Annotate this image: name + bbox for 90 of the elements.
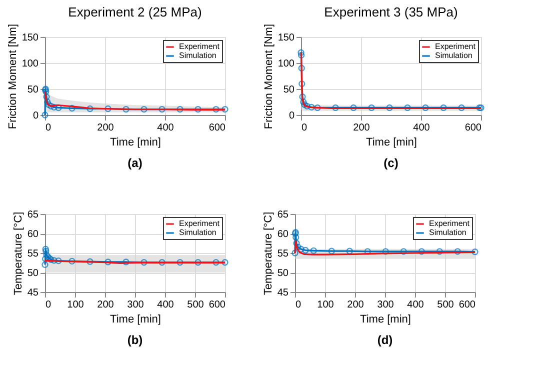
y-axis-title: Temperature [°C]	[262, 212, 274, 296]
x-axis-title: Time [min]	[360, 314, 411, 326]
x-tick-label: 300	[127, 300, 144, 310]
y-tick-label: 45	[27, 288, 39, 298]
legend-label: Experiment	[179, 219, 220, 228]
point	[86, 258, 94, 265]
x-tick-label: 0	[46, 122, 52, 134]
x-axis-title: Time [min]	[110, 314, 161, 326]
text: (b)	[127, 333, 143, 347]
point	[298, 246, 304, 252]
point	[400, 248, 407, 255]
x-tick-label: 200	[353, 122, 370, 134]
legend-label: Experiment	[435, 42, 476, 51]
legend-label: Experiment	[179, 42, 220, 51]
x-tick-label: 200	[97, 122, 114, 134]
x-tick-label: 400	[157, 122, 174, 134]
x-tick-label: 100	[67, 300, 84, 310]
x-axis-title: Time [min]	[110, 136, 161, 148]
chart-title: Experiment 2 (25 MPa)	[68, 4, 202, 20]
legend-label: Simulation	[435, 51, 472, 60]
y-tick-label: 65	[277, 210, 289, 220]
point	[42, 256, 49, 262]
legend-label: Experiment	[429, 219, 470, 228]
x-tick-label: 600	[208, 300, 226, 310]
y-tick-label: 150	[22, 32, 39, 44]
y-tick-label: 60	[277, 229, 289, 240]
x-tick-label: 400	[413, 122, 430, 134]
x-axis-title: Time [min]	[366, 136, 417, 148]
y-axis-title: Friction Moment [Nm]	[6, 24, 19, 130]
point	[364, 248, 371, 255]
point	[382, 248, 389, 255]
y-tick-label: 50	[27, 268, 39, 279]
text: (c)	[384, 156, 398, 170]
point	[346, 248, 353, 254]
point	[50, 257, 58, 264]
point	[293, 240, 300, 247]
x-tick-label: 600	[464, 122, 482, 134]
legend-label: Simulation	[429, 228, 466, 237]
x-tick-label: 300	[377, 300, 394, 310]
y-tick-label: 100	[22, 58, 39, 70]
y-tick-label: 55	[277, 248, 289, 260]
y-tick-label: 65	[27, 210, 39, 220]
point	[176, 259, 184, 266]
text: (d)	[377, 333, 393, 347]
x-tick-label: 600	[458, 300, 476, 310]
point	[310, 247, 317, 254]
point	[42, 246, 49, 252]
point	[292, 234, 300, 241]
y-tick-label: 45	[277, 288, 289, 298]
y-tick-label: 100	[278, 58, 295, 70]
x-tick-label: 500	[187, 300, 204, 310]
y-tick-label: 150	[278, 32, 295, 44]
x-tick-label: 200	[97, 300, 114, 310]
y-tick-label: 0	[32, 110, 39, 122]
point	[55, 257, 62, 264]
x-tick-label: 200	[347, 300, 364, 310]
chart-title: Experiment 3 (35 MPa)	[324, 4, 458, 20]
y-tick-label: 55	[27, 248, 39, 260]
legend-label: Simulation	[179, 51, 216, 60]
x-tick-label: 400	[407, 300, 424, 310]
legend-label: Simulation	[179, 228, 216, 237]
x-tick-label: 100	[317, 300, 334, 310]
y-tick-label: 50	[283, 84, 295, 96]
line-series	[294, 240, 476, 256]
point	[122, 258, 130, 266]
y-tick-label: 50	[277, 268, 289, 279]
point	[42, 248, 50, 254]
point	[212, 259, 220, 266]
point	[68, 258, 76, 265]
point	[436, 248, 443, 255]
point	[140, 259, 148, 266]
point	[104, 258, 112, 266]
point	[328, 248, 335, 254]
point	[158, 259, 166, 266]
x-tick-label: 0	[302, 122, 308, 134]
y-axis-title: Temperature [°C]	[12, 212, 24, 296]
point	[454, 248, 461, 255]
y-tick-label: 50	[27, 84, 39, 96]
point	[418, 248, 425, 255]
y-tick-label: 0	[288, 110, 295, 122]
point	[194, 259, 202, 266]
x-tick-label: 0	[46, 300, 52, 310]
x-tick-label: 400	[157, 300, 174, 310]
point	[43, 252, 50, 258]
y-tick-label: 60	[27, 229, 39, 240]
x-tick-label: 600	[208, 122, 226, 134]
y-axis-title: Friction Moment [Nm]	[262, 24, 275, 130]
point	[302, 246, 309, 254]
text: (a)	[128, 156, 142, 170]
x-tick-label: 500	[437, 300, 454, 310]
